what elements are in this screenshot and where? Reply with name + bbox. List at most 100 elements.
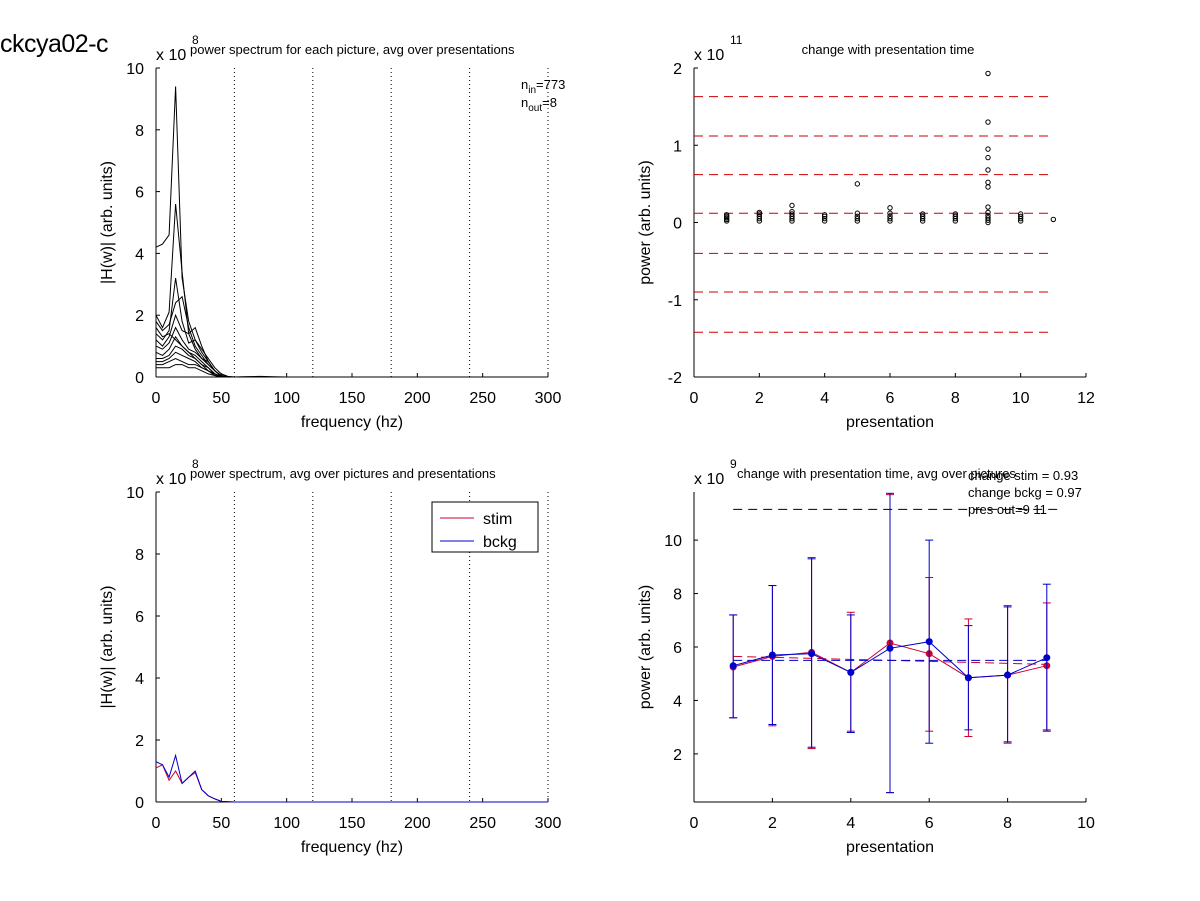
y-tick-label: 4 (135, 671, 144, 688)
chart-title: change with presentation time (802, 42, 975, 57)
x-tick-label: 0 (690, 815, 699, 832)
x-tick-label: 100 (273, 815, 300, 832)
x-tick-label: 2 (768, 815, 777, 832)
y-tick-label: 6 (135, 185, 144, 202)
data-point (1050, 216, 1057, 223)
annotation-n-in: nin=773 (521, 77, 565, 96)
exponent-value: 8 (192, 457, 199, 471)
y-tick-label: 8 (135, 123, 144, 140)
series-line (155, 203, 548, 378)
data-point (985, 167, 991, 173)
panel-top-left: 0 50 100 150 200 250 300 0 2 4 6 8 10 frequency (hz) |… (99, 33, 565, 431)
data-point (1017, 211, 1024, 217)
data-point (985, 215, 991, 221)
y-tick-label: 4 (673, 693, 682, 710)
exponent-base: x 10 (694, 47, 724, 64)
y-tick-label: 2 (673, 747, 682, 764)
data-point (854, 213, 861, 220)
data-point (985, 119, 991, 125)
y-tick-label: 0 (135, 795, 144, 812)
exponent-base: x 10 (694, 471, 724, 488)
x-tick-label: 8 (951, 390, 960, 407)
x-tick-label: 300 (535, 815, 562, 832)
x-tick-label: 10 (1077, 815, 1095, 832)
data-point (1017, 213, 1024, 220)
x-tick-label: 8 (1003, 815, 1012, 832)
series-line-stim (155, 764, 548, 803)
x-tick-label: 200 (404, 815, 431, 832)
y-tick-label: 0 (135, 370, 144, 387)
x-tick-label: 2 (755, 390, 764, 407)
data-point (789, 202, 795, 209)
x-tick-label: 0 (152, 390, 161, 407)
data-point (789, 208, 795, 215)
data-point (919, 213, 926, 220)
x-tick-label: 250 (469, 390, 496, 407)
legend-label-stim: stim (483, 511, 512, 528)
x-axis-label: frequency (hz) (301, 414, 403, 431)
y-tick-label: 2 (673, 61, 682, 78)
x-tick-label: 150 (339, 815, 366, 832)
panel-bottom-left: 0 50 100 150 200 250 300 0 2 4 6 8 10 frequency (hz) |… (99, 457, 561, 856)
x-tick-label: 100 (273, 390, 300, 407)
x-tick-label: 4 (846, 815, 855, 832)
data-point (756, 209, 763, 216)
data-point-bckg (1043, 654, 1051, 662)
data-point-bckg (886, 644, 894, 652)
data-point (985, 154, 991, 161)
x-tick-label: 50 (212, 815, 230, 832)
y-tick-label: 2 (135, 308, 144, 325)
exponent-value: 8 (192, 33, 199, 47)
x-axis-label: presentation (846, 414, 934, 431)
y-axis-label: power (arb. units) (637, 585, 654, 710)
data-point (985, 179, 991, 186)
y-tick-label: 1 (673, 138, 682, 155)
y-tick-label: 0 (673, 216, 682, 233)
y-axis-label: |H(w)| (arb. units) (99, 586, 116, 709)
chart-title: power spectrum for each picture, avg ove… (190, 42, 515, 57)
data-point-bckg (768, 651, 776, 659)
y-tick-label: 10 (126, 485, 144, 502)
data-point (985, 70, 991, 77)
y-tick-label: 6 (673, 640, 682, 657)
figure-id-label: ckcya02-c (0, 30, 109, 58)
x-tick-label: 6 (886, 390, 895, 407)
data-point (821, 215, 828, 222)
data-point-bckg (729, 662, 737, 670)
series-line (155, 327, 548, 378)
annotation-line: change stim = 0.93 (968, 468, 1078, 483)
data-point (919, 211, 926, 217)
series-line (156, 364, 548, 378)
series-line (155, 278, 548, 378)
x-tick-label: 250 (469, 815, 496, 832)
legend-box (431, 501, 539, 553)
series-line (155, 295, 548, 378)
data-point (985, 184, 991, 190)
x-axis-label: presentation (846, 839, 934, 856)
data-point (985, 146, 991, 152)
series-line (156, 345, 548, 378)
x-tick-label: 200 (404, 390, 431, 407)
y-tick-label: 8 (135, 547, 144, 564)
x-tick-label: 12 (1077, 390, 1095, 407)
y-axis-label: |H(w)| (arb. units) (99, 161, 116, 284)
data-point (723, 212, 730, 218)
data-point-bckg (808, 650, 816, 658)
x-tick-label: 50 (212, 390, 230, 407)
data-point (854, 210, 861, 216)
y-tick-label: 10 (664, 533, 682, 550)
y-tick-label: -1 (668, 293, 682, 310)
legend: stim bckg (431, 501, 539, 553)
data-point (887, 215, 893, 222)
exponent-base: x 10 (156, 471, 186, 488)
annotation-n-out: nout=8 (521, 95, 557, 114)
x-axis-label: frequency (hz) (301, 839, 403, 856)
legend-label-bckg: bckg (483, 534, 517, 551)
y-tick-label: 6 (135, 609, 144, 626)
x-tick-label: 4 (820, 390, 829, 407)
panel-bottom-right: 0 2 4 6 8 10 2 4 6 8 10 presentation power (arb. uni… (637, 457, 1095, 856)
chart-title: change with presentation time, avg over … (737, 466, 1016, 481)
exponent-value: 11 (730, 33, 743, 47)
